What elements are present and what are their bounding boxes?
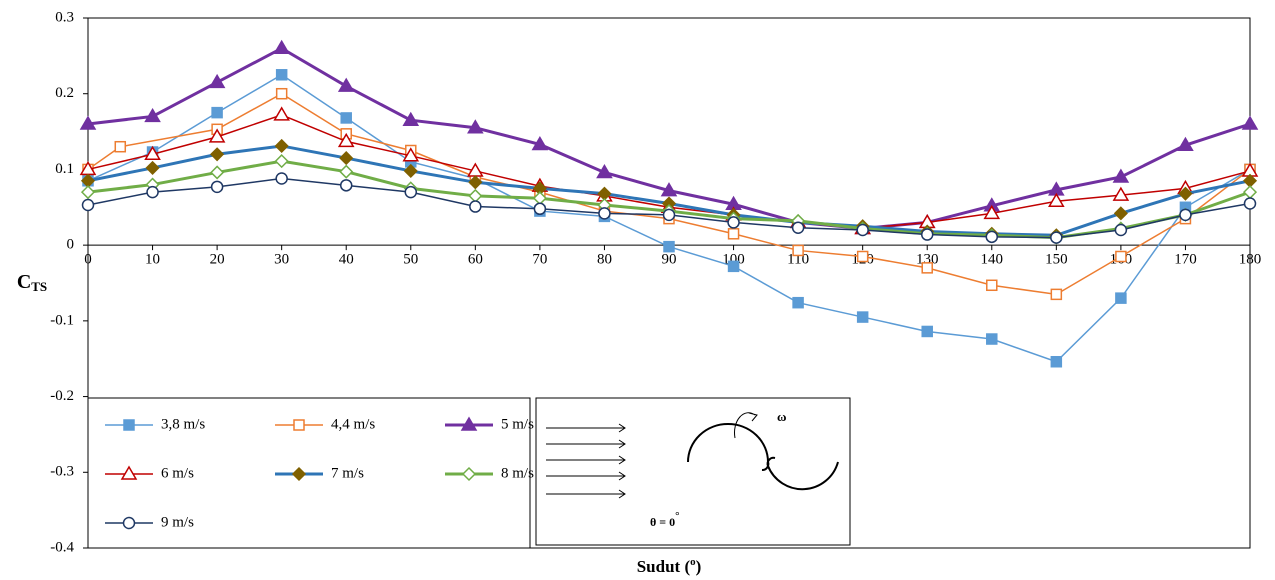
y-axis-label: CTS: [17, 271, 47, 294]
x-tick-label: 50: [403, 252, 418, 268]
x-axis-label-end: ): [696, 557, 702, 576]
y-tick-label: 0.1: [55, 161, 74, 177]
x-tick-label: 0: [84, 252, 92, 268]
marker: [793, 222, 804, 233]
legend-label: 5 m/s: [501, 416, 534, 432]
marker: [858, 312, 868, 322]
x-tick-label: 20: [210, 252, 225, 268]
marker: [1051, 357, 1061, 367]
theta-text: θ = 0: [650, 515, 675, 529]
marker: [1051, 289, 1061, 299]
marker: [276, 173, 287, 184]
marker: [275, 41, 289, 53]
marker: [83, 200, 94, 211]
marker: [1116, 252, 1126, 262]
marker: [858, 252, 868, 262]
marker: [664, 209, 675, 220]
marker: [340, 152, 352, 164]
marker: [212, 181, 223, 192]
marker: [987, 334, 997, 344]
marker: [212, 108, 222, 118]
marker: [793, 245, 803, 255]
marker: [341, 180, 352, 191]
marker: [339, 79, 353, 91]
marker: [1244, 186, 1256, 198]
theta-sup: °: [675, 510, 679, 522]
marker: [124, 518, 135, 529]
y-tick-label: -0.2: [50, 388, 74, 404]
marker: [1051, 232, 1062, 243]
marker: [82, 186, 94, 198]
y-tick-label: -0.4: [50, 539, 74, 555]
marker: [664, 242, 674, 252]
marker: [986, 231, 997, 242]
marker: [922, 326, 932, 336]
marker: [470, 201, 481, 212]
marker: [729, 229, 739, 239]
marker: [1180, 209, 1191, 220]
y-tick-label: -0.1: [50, 312, 74, 328]
marker: [599, 208, 610, 219]
legend-label: 8 m/s: [501, 465, 534, 481]
marker: [1115, 225, 1126, 236]
legend-label: 3,8 m/s: [161, 416, 205, 432]
x-axis-label-main: Sudut (: [637, 557, 691, 576]
marker: [124, 420, 134, 430]
marker: [147, 187, 158, 198]
marker: [340, 166, 352, 178]
x-tick-label: 60: [468, 252, 483, 268]
marker: [922, 229, 933, 240]
marker: [857, 225, 868, 236]
diagram: ω θ = 0°: [536, 398, 850, 545]
marker: [277, 70, 287, 80]
marker: [147, 162, 159, 174]
y-axis-label-sub: TS: [31, 279, 47, 294]
marker: [1116, 293, 1126, 303]
marker: [277, 89, 287, 99]
x-tick-label: 10: [145, 252, 160, 268]
marker: [211, 148, 223, 160]
marker: [729, 261, 739, 271]
x-tick-label: 80: [597, 252, 612, 268]
marker: [276, 140, 288, 152]
marker: [1245, 198, 1256, 209]
x-axis-label: Sudut (o): [637, 556, 702, 576]
y-tick-label: 0.2: [55, 85, 74, 101]
marker: [294, 420, 304, 430]
marker: [1115, 207, 1127, 219]
y-tick-label: 0.3: [55, 9, 74, 25]
y-axis-label-main: C: [17, 271, 31, 293]
x-tick-label: 30: [274, 252, 289, 268]
chart: CTS Sudut (o) ω θ = 0° -0.4 -0.3 -0.2 -0.1 0…: [0, 0, 1275, 580]
marker: [793, 298, 803, 308]
legend-label: 7 m/s: [331, 465, 364, 481]
x-tick-label: 40: [339, 252, 354, 268]
x-tick-label: 170: [1174, 252, 1197, 268]
x-tick-label: 140: [981, 252, 1004, 268]
omega-label: ω: [777, 409, 787, 424]
marker: [211, 166, 223, 178]
marker: [987, 280, 997, 290]
x-tick-label: 70: [532, 252, 547, 268]
marker: [534, 203, 545, 214]
marker: [469, 190, 481, 202]
marker: [922, 263, 932, 273]
marker: [1243, 117, 1257, 129]
y-tick-label: -0.3: [50, 464, 74, 480]
legend-label: 4,4 m/s: [331, 416, 375, 432]
x-tick-label: 150: [1045, 252, 1068, 268]
legend-label: 9 m/s: [161, 514, 194, 530]
x-tick-label: 180: [1239, 252, 1262, 268]
marker: [341, 113, 351, 123]
marker: [276, 155, 288, 167]
legend-label: 6 m/s: [161, 465, 194, 481]
marker: [728, 217, 739, 228]
marker: [405, 187, 416, 198]
diagram-box: [536, 398, 850, 545]
marker: [115, 142, 125, 152]
x-tick-label: 90: [662, 252, 677, 268]
marker: [275, 108, 289, 120]
y-tick-label: 0: [67, 237, 75, 253]
